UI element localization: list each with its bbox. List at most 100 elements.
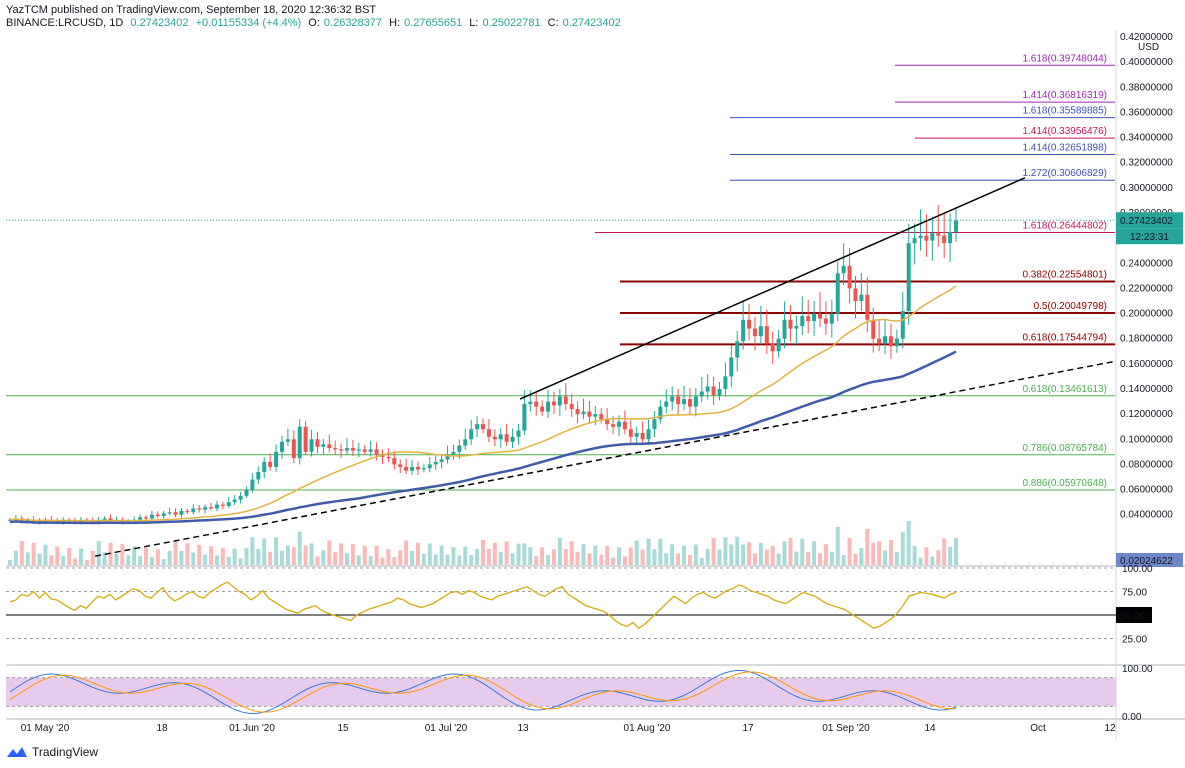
candle-body — [534, 401, 539, 407]
candle-body — [421, 468, 426, 470]
volume-bar — [380, 557, 385, 565]
volume-bar — [43, 544, 48, 565]
volume-bar — [368, 556, 373, 565]
candle-body — [167, 512, 172, 514]
candle-body — [197, 508, 202, 510]
volume-bar — [191, 552, 196, 565]
volume-bar — [102, 552, 107, 565]
candle-body — [788, 319, 793, 329]
volume-bar — [279, 550, 284, 565]
candle-body — [682, 399, 687, 405]
rsi-tick-label: 25.00 — [1122, 635, 1147, 646]
volume-bar — [800, 538, 805, 565]
volume-bar — [469, 555, 474, 565]
candle-body — [315, 439, 320, 447]
candle-body — [699, 391, 704, 397]
candle-body — [451, 451, 456, 455]
candle-body — [794, 326, 799, 329]
candle-body — [806, 316, 811, 322]
candle-body — [729, 357, 734, 377]
volume-bar — [25, 552, 30, 565]
volume-bar — [333, 552, 338, 565]
time-tick-label: 01 Jun '20 — [229, 723, 275, 734]
volume-bar — [794, 551, 799, 565]
candle-body — [256, 471, 261, 480]
volume-bar — [457, 555, 462, 565]
ma50-line — [9, 285, 957, 522]
fib-level-label: 1.414(0.36816319) — [1022, 90, 1107, 101]
time-tick-label: 12 — [1104, 723, 1116, 734]
volume-bar — [185, 543, 190, 565]
candle-body — [735, 341, 740, 358]
candle-body — [599, 414, 604, 420]
volume-bar — [664, 553, 669, 565]
ma200-line — [9, 350, 957, 525]
candle-body — [108, 518, 113, 521]
volume-bar — [214, 555, 219, 565]
stoch-d-line — [9, 671, 957, 713]
volume-bar — [865, 529, 870, 565]
volume-bar — [847, 537, 852, 565]
volume-bar — [587, 553, 592, 565]
volume-bar — [823, 544, 828, 565]
volume-bar — [486, 548, 491, 565]
tradingview-logo[interactable]: TradingView — [6, 745, 98, 759]
publisher-line: YazTCM published on TradingView.com, Sep… — [6, 4, 377, 16]
volume-bar — [404, 540, 409, 565]
tradingview-logo-icon — [7, 747, 27, 757]
volume-bar — [806, 551, 811, 565]
low-label: L: — [469, 17, 479, 29]
volume-bar — [126, 555, 131, 565]
tradingview-brand: TradingView — [32, 745, 99, 759]
candle-body — [492, 436, 497, 440]
volume-bar — [262, 538, 267, 565]
volume-bar — [510, 553, 515, 565]
volume-bar — [569, 541, 574, 565]
candle-body — [481, 424, 485, 430]
volume-bar — [61, 556, 66, 565]
volume-label: 0.02024622 — [1120, 556, 1173, 567]
volume-bar — [49, 555, 54, 565]
volume-bar — [327, 540, 332, 565]
volume-bar — [859, 548, 864, 565]
volume-bar — [398, 550, 403, 565]
price-tick-label: 0.36000000 — [1120, 107, 1173, 118]
time-tick-label: 13 — [517, 723, 529, 734]
volume-bar — [540, 547, 545, 565]
candle-body — [835, 273, 840, 314]
candle-body — [516, 430, 521, 437]
volume-bar — [954, 537, 958, 565]
currency-label: USD — [1138, 42, 1159, 53]
volume-bar — [918, 557, 923, 565]
candle-body — [611, 424, 616, 427]
fib-level-label: 0.382(0.22554801) — [1022, 269, 1107, 280]
candle-body — [859, 294, 864, 301]
volume-bar — [687, 554, 692, 565]
close-label: C: — [547, 17, 559, 29]
price-tick-label: 0.42000000 — [1120, 32, 1173, 43]
volume-bar — [853, 553, 858, 565]
volume-bar — [392, 557, 397, 565]
candle-body — [557, 396, 562, 406]
candle-body — [214, 504, 219, 509]
candle-body — [279, 441, 284, 452]
volume-bar — [835, 526, 840, 565]
candle-body — [587, 411, 592, 417]
volume-bar — [818, 553, 823, 565]
last-price-label: 0.27423402 — [1120, 216, 1173, 227]
candle-body — [770, 343, 775, 352]
last-price-tag — [1116, 212, 1183, 229]
candle-body — [912, 238, 917, 244]
candle-body — [433, 461, 438, 465]
candle-body — [297, 426, 302, 459]
candle-body — [191, 508, 196, 513]
fib-level-label: 0.886(0.05970648) — [1022, 478, 1107, 489]
fib-level-label: 0.618(0.17544794) — [1022, 332, 1107, 343]
rising-trendline — [519, 177, 1026, 400]
volume-bar — [445, 554, 450, 565]
candle-body — [948, 231, 953, 244]
open-label: O: — [308, 17, 320, 29]
volume-bar — [427, 543, 432, 565]
volume-bar — [693, 544, 698, 565]
